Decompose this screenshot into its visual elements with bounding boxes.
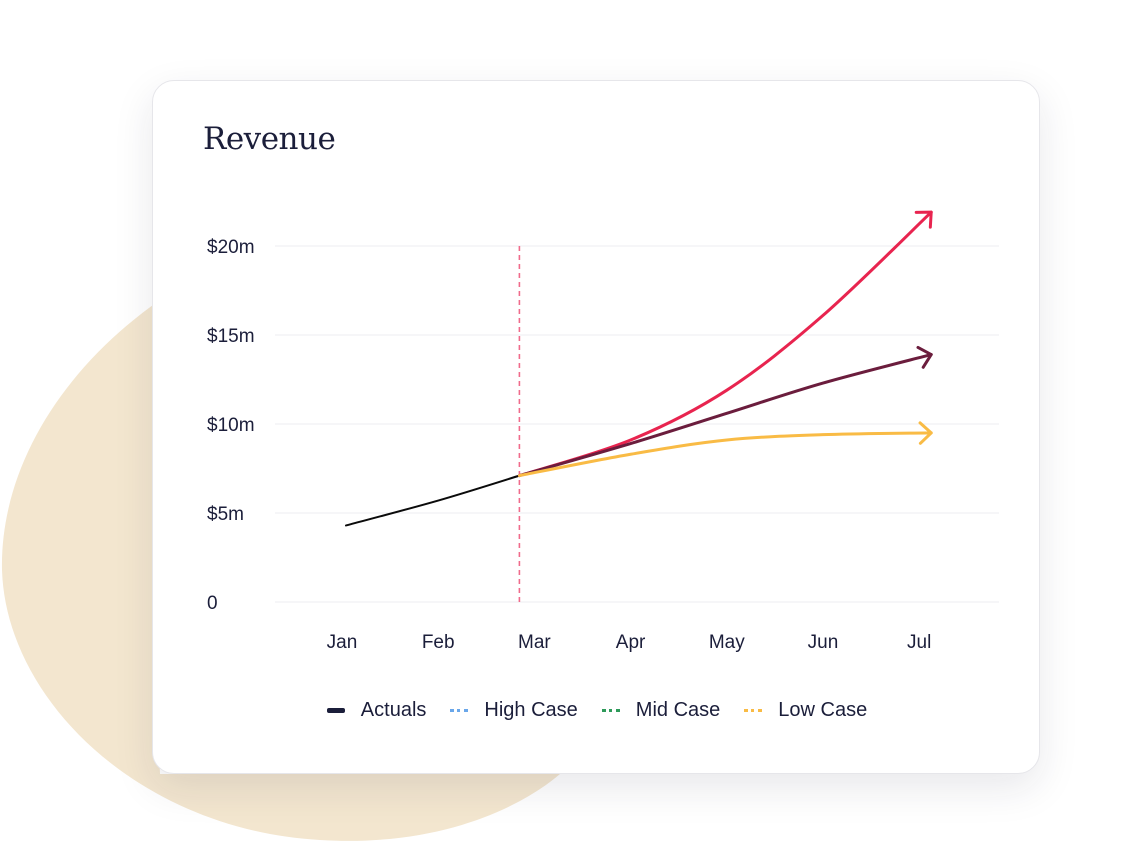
legend-swatch bbox=[450, 709, 469, 712]
chart-legend: Actuals High Case Mid Case Low Case bbox=[153, 699, 1041, 722]
revenue-card: Revenue 0 $5m $10m $15m $20m Jan Feb Mar Apr May… bbox=[152, 80, 1040, 774]
y-tick-label: $5m bbox=[207, 504, 244, 525]
y-tick-label: $15m bbox=[207, 326, 255, 347]
grid-lines bbox=[275, 245, 999, 603]
x-tick-label: Feb bbox=[422, 632, 455, 653]
actuals-line bbox=[345, 474, 521, 527]
legend-swatch bbox=[601, 709, 620, 712]
legend-swatch bbox=[326, 708, 345, 713]
low-case-line bbox=[517, 431, 933, 478]
y-tick-label: $10m bbox=[207, 415, 255, 436]
x-tick-label: Apr bbox=[616, 632, 646, 653]
legend-item-high-case: High Case bbox=[450, 699, 578, 722]
mid-case-arrowhead bbox=[916, 345, 933, 369]
legend-item-mid-case: Mid Case bbox=[601, 699, 721, 722]
revenue-chart: 0 $5m $10m $15m $20m Jan Feb Mar Apr May Jun Jul bbox=[207, 210, 999, 653]
chart-title: Revenue bbox=[203, 121, 336, 157]
high-case-arrowhead bbox=[914, 210, 933, 229]
legend-item-low-case: Low Case bbox=[744, 699, 867, 722]
y-tick-label: $20m bbox=[207, 237, 255, 258]
legend-item-actuals: Actuals bbox=[326, 699, 427, 722]
series-lines bbox=[345, 210, 933, 527]
legend-label: High Case bbox=[484, 699, 578, 721]
high-case-line bbox=[517, 210, 933, 478]
x-tick-label: Mar bbox=[518, 632, 551, 653]
x-tick-label: May bbox=[709, 632, 745, 653]
x-axis-ticks: Jan Feb Mar Apr May Jun Jul bbox=[327, 632, 932, 653]
legend-label: Mid Case bbox=[635, 699, 721, 721]
x-tick-label: Jan bbox=[327, 632, 358, 653]
low-case-arrowhead bbox=[918, 421, 933, 445]
legend-label: Actuals bbox=[360, 699, 427, 721]
y-axis-ticks: 0 $5m $10m $15m $20m bbox=[207, 237, 255, 614]
y-tick-label: 0 bbox=[207, 593, 218, 614]
legend-label: Low Case bbox=[778, 699, 868, 721]
x-tick-label: Jul bbox=[907, 632, 931, 653]
mid-case-line bbox=[517, 353, 933, 478]
x-tick-label: Jun bbox=[808, 632, 839, 653]
legend-swatch bbox=[744, 709, 763, 712]
